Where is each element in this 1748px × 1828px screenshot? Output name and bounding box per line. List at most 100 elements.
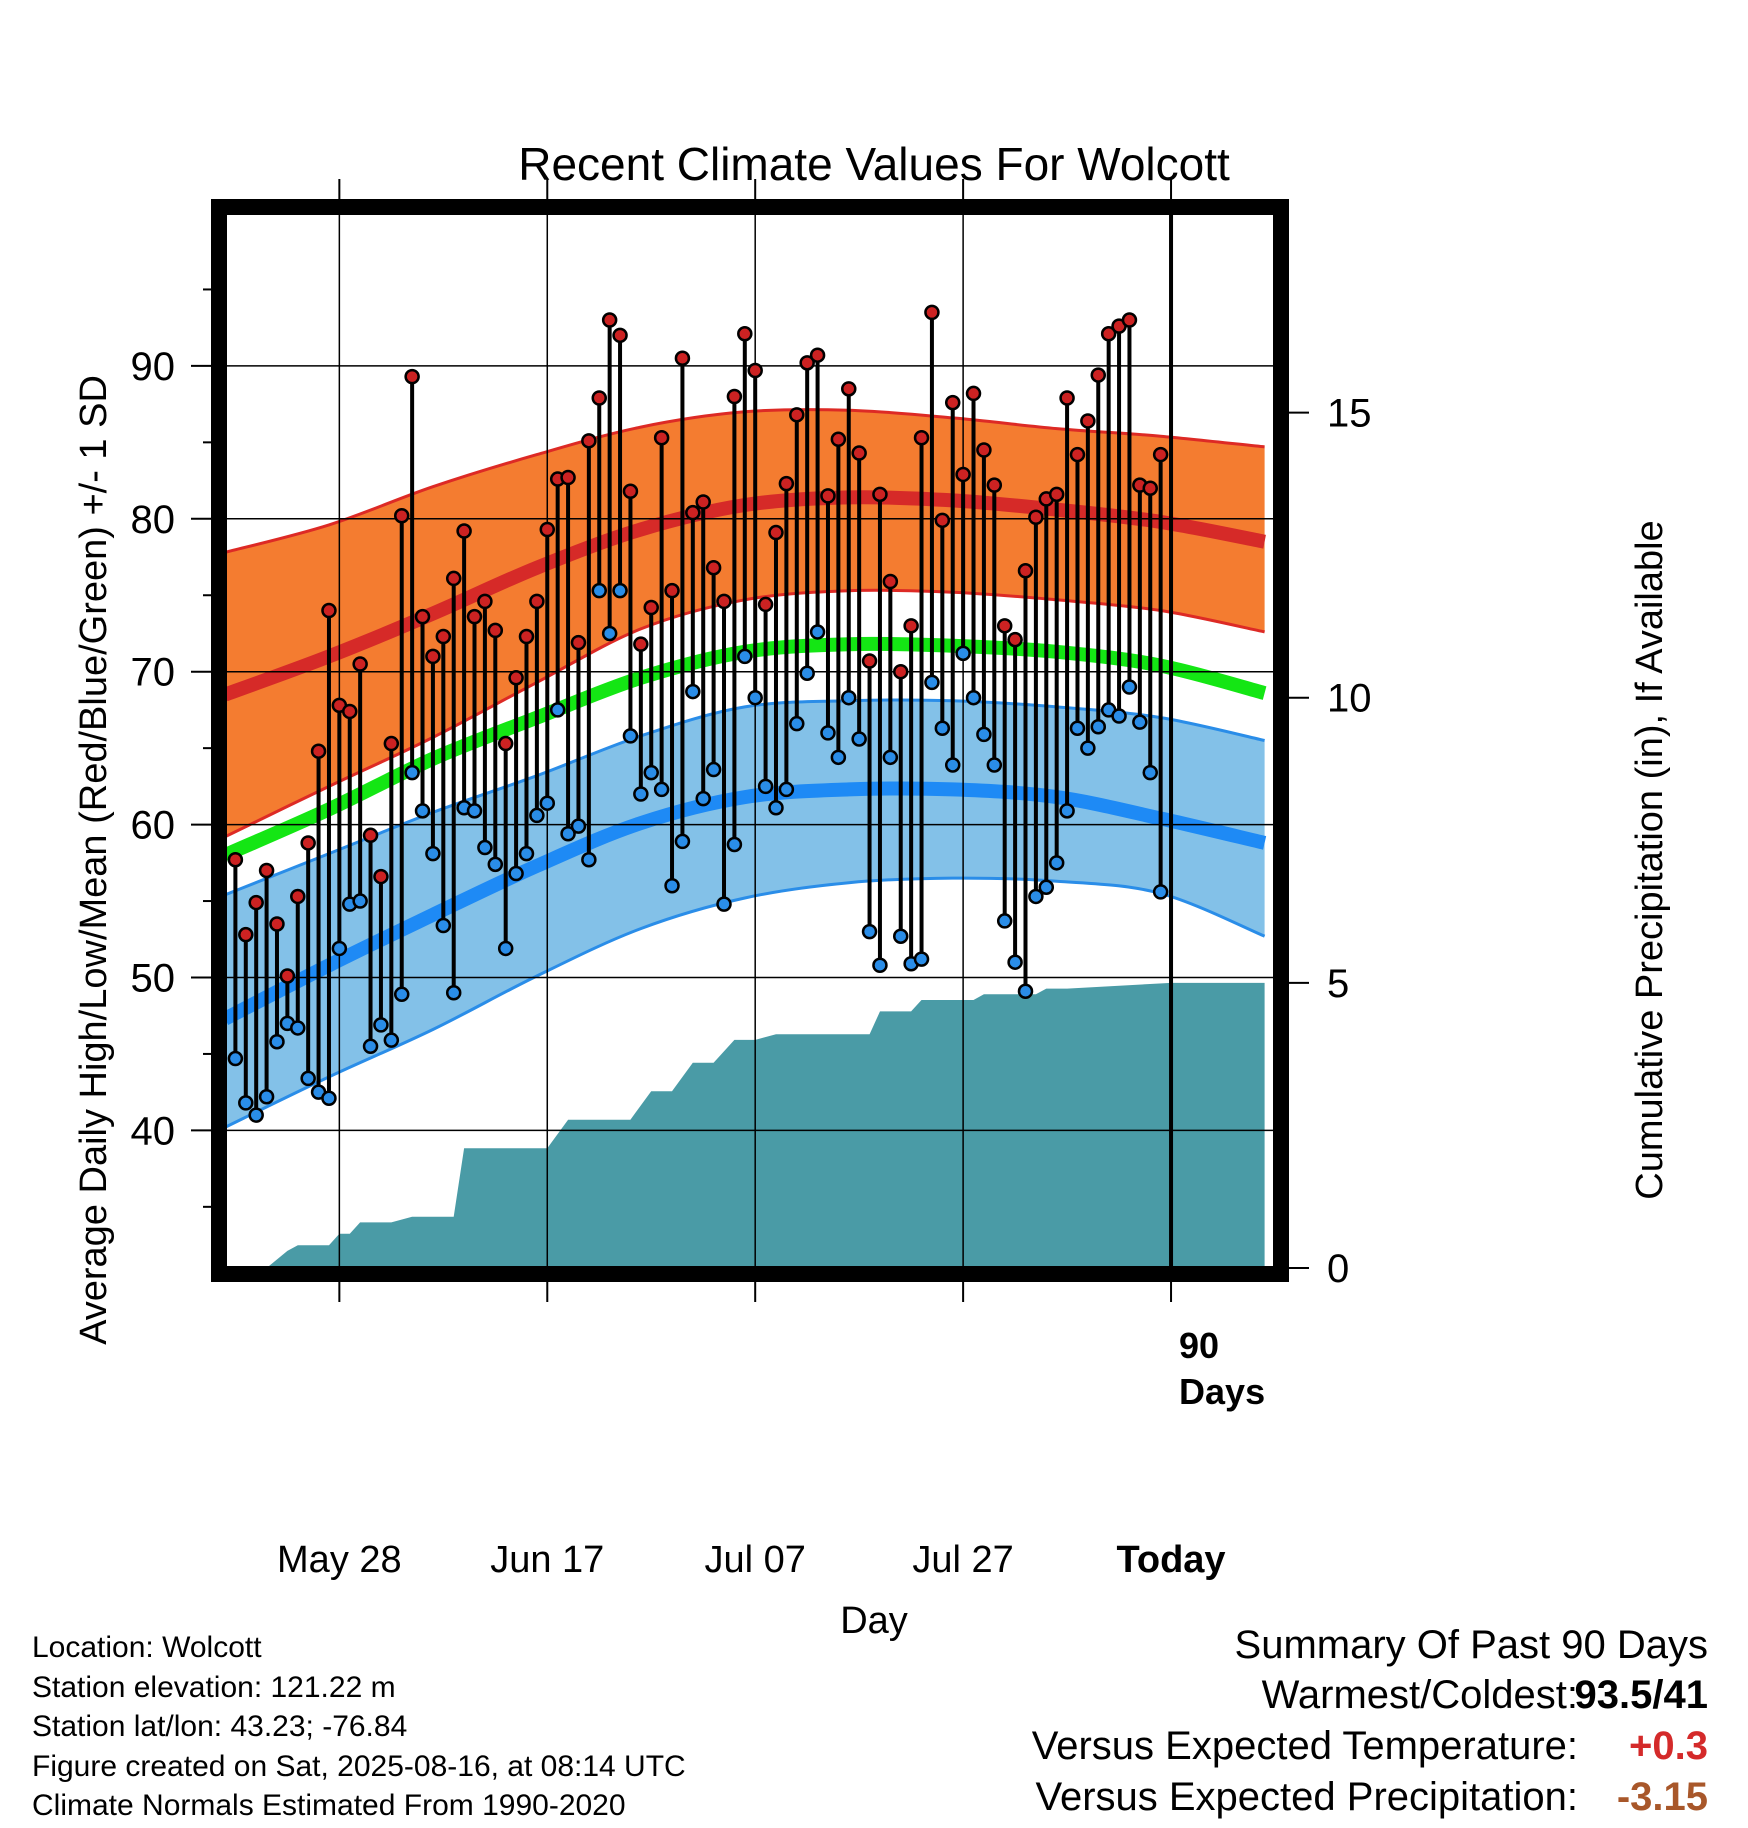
daily-high-point	[737, 326, 753, 342]
daily-high-point	[269, 916, 285, 932]
daily-high-point	[778, 475, 795, 492]
daily-low-point	[435, 917, 452, 934]
daily-high-point	[227, 852, 244, 868]
daily-low-point	[799, 665, 815, 681]
daily-high-point	[238, 926, 254, 943]
summary-value: -3.15	[1616, 1775, 1708, 1819]
daily-high-point	[1152, 446, 1169, 463]
x-axis-label: Day	[840, 1600, 908, 1642]
daily-high-point	[653, 430, 670, 446]
daily-high-point	[290, 888, 306, 905]
low-band-lower-edge	[225, 876, 1266, 1129]
daily-low-point	[591, 582, 608, 599]
daily-low-point	[290, 1020, 306, 1036]
daily-high-point	[913, 430, 930, 446]
daily-low-point	[851, 731, 867, 747]
daily-high-point	[757, 596, 774, 613]
daily-high-point	[841, 381, 857, 397]
daily-low-point	[664, 878, 680, 894]
daily-low-point	[944, 757, 961, 773]
daily-low-point	[934, 720, 951, 737]
daily-high-point	[248, 894, 264, 911]
daily-low-point	[955, 645, 971, 662]
daily-low-point	[1132, 714, 1148, 730]
daily-high-point	[1080, 413, 1096, 429]
daily-low-point	[1069, 720, 1086, 737]
daily-low-point	[1152, 884, 1169, 900]
daily-high-point	[643, 599, 659, 616]
daily-high-point	[425, 648, 441, 665]
summary-label: Warmest/Coldest:	[1261, 1673, 1578, 1717]
daily-low-point	[362, 1038, 379, 1055]
daily-high-point	[685, 504, 701, 521]
daily-low-point	[1048, 855, 1065, 871]
daily-high-point	[768, 524, 784, 541]
daily-high-point	[310, 743, 327, 759]
daily-high-point	[612, 327, 628, 344]
summary-label: Versus Expected Temperature:	[1031, 1724, 1578, 1768]
daily-high-point	[892, 663, 909, 680]
daily-high-point	[882, 573, 899, 590]
daily-high-point	[508, 670, 524, 686]
daily-low-point	[1080, 740, 1096, 756]
daily-high-point	[903, 618, 919, 634]
chart-title: Recent Climate Values For Wolcott	[518, 138, 1230, 190]
daily-low-point	[685, 683, 701, 700]
daily-low-point	[1121, 679, 1138, 695]
daily-low-point	[1142, 764, 1158, 781]
daily-low-point	[841, 689, 857, 706]
daily-low-point	[892, 928, 909, 944]
daily-low-point	[248, 1107, 264, 1123]
daily-observations	[227, 304, 1169, 1123]
x-tick-label: Jun 17	[490, 1539, 604, 1581]
created-text: Figure created on Sat, 2025-08-16, at 08…	[32, 1749, 686, 1783]
daily-low-point	[393, 986, 410, 1003]
daily-low-point	[549, 702, 566, 718]
daily-high-point	[955, 466, 971, 483]
daily-high-point	[466, 608, 483, 625]
daily-high-point	[924, 304, 940, 321]
daily-low-point	[269, 1033, 285, 1050]
daily-low-point	[768, 800, 784, 816]
daily-low-point	[258, 1089, 275, 1105]
daily-high-point	[393, 507, 410, 524]
daily-low-point	[705, 761, 722, 778]
daily-low-point	[1090, 718, 1107, 735]
daily-high-point	[799, 355, 815, 371]
y2-tick-label: 15	[1327, 392, 1372, 436]
daily-low-point	[1111, 708, 1127, 724]
summary-row-precipitation: Versus Expected Precipitation: -3.15	[928, 1772, 1708, 1823]
daily-high-point	[674, 350, 691, 367]
daily-low-point	[976, 726, 992, 743]
summary-panel: Summary Of Past 90 Days Warmest/Coldest:…	[928, 1620, 1708, 1823]
daily-high-point	[601, 312, 618, 328]
daily-low-point	[560, 826, 576, 842]
daily-high-point	[1090, 367, 1107, 383]
y-tick-label: 50	[131, 956, 176, 1000]
daily-high-point	[944, 394, 961, 411]
summary-title: Summary Of Past 90 Days	[1234, 1623, 1708, 1667]
daily-high-point	[934, 512, 951, 529]
y-tick-label: 90	[131, 345, 176, 389]
daily-high-point	[747, 362, 763, 379]
daily-low-point	[581, 852, 597, 868]
y-tick-label: 70	[131, 651, 176, 695]
daily-low-point	[518, 845, 535, 862]
window-days-label: Days	[1179, 1371, 1265, 1412]
daily-low-point	[820, 725, 836, 741]
daily-low-point	[809, 624, 826, 640]
daily-low-point	[737, 648, 753, 665]
daily-high-point	[352, 656, 368, 672]
daily-low-point	[996, 913, 1013, 929]
daily-high-point	[581, 433, 597, 449]
x-tick-label: Today	[1116, 1539, 1225, 1581]
x-tick-label: Jul 27	[912, 1539, 1013, 1581]
daily-high-point	[487, 622, 504, 639]
daily-low-point	[352, 893, 368, 909]
daily-high-point	[279, 968, 296, 984]
axes: 90 Days 40 50 60 70 80 90 0 5 10 15 May 28 Jun 17 Jul …	[131, 179, 1372, 1581]
daily-high-point	[1100, 326, 1117, 342]
daily-high-point	[695, 494, 711, 510]
daily-high-point	[996, 618, 1013, 634]
